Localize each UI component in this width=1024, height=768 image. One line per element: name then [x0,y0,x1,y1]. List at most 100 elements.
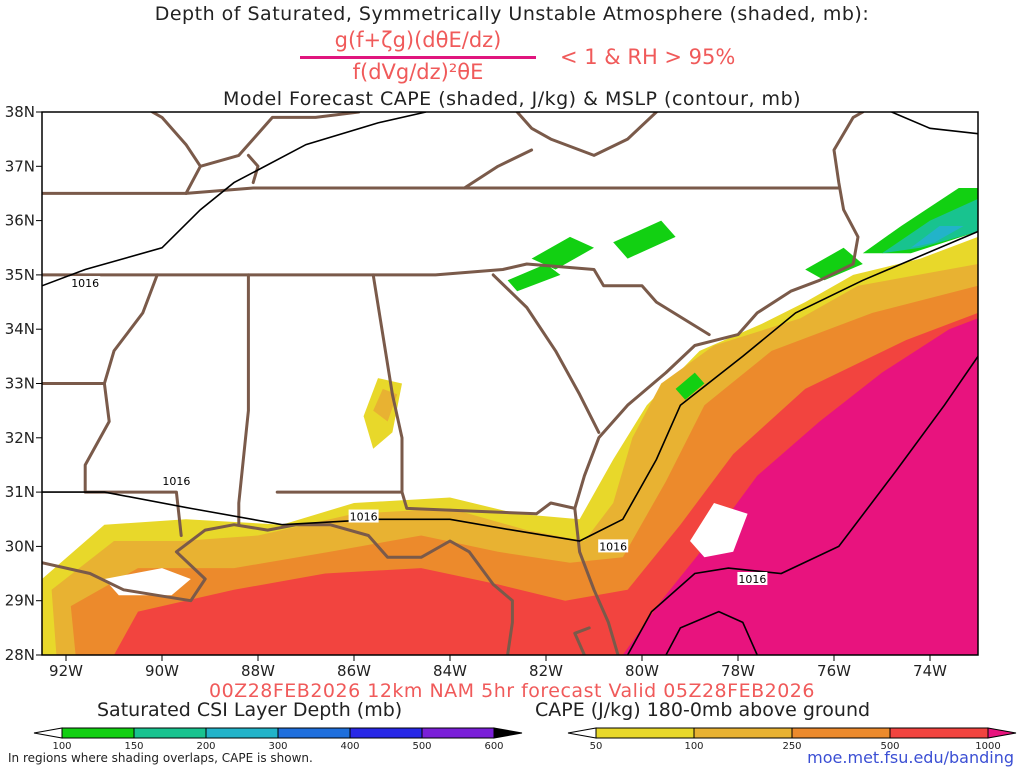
y-tick-label: 33N [5,375,35,393]
x-tick-label: 82W [529,662,563,680]
csi-colorbar-title: Saturated CSI Layer Depth (mb) [97,699,403,721]
csi-colorbar-swatch [205,727,279,739]
map-field-layer: 1016 1016 1016 1016 1016 [42,112,978,655]
title-line1: Depth of Saturated, Symmetrically Unstab… [154,3,870,25]
border-ga-sc [491,273,601,434]
mslp-label-bg [348,509,379,523]
x-tick-label: 78W [721,662,755,680]
csi-colorbar-label: 600 [484,741,503,752]
footnote: In regions where shading overlaps, CAPE … [8,751,313,765]
cape-colorbar-swatch [595,727,695,739]
border-ky-tn-va [462,148,534,190]
mslp-label: 1016 [71,277,99,290]
cape-colorbar-label: 100 [684,741,703,752]
csi-colorbar-label: 100 [52,741,71,752]
csi-patch-sc [675,372,705,400]
csi-patch-offshore-200 [882,198,978,254]
csi-patch-nc-east [805,247,863,281]
mslp-label: 1016 [350,511,378,524]
csi-colorbar-arrow-right [493,727,523,739]
csi-colorbar-swatch [61,727,135,739]
x-tick-label: 92W [49,662,83,680]
border-fl-north [275,490,577,516]
y-tick-label: 32N [5,429,35,447]
x-tick-label: 88W [241,662,275,680]
cape-colorbar-label: 50 [590,741,603,752]
mslp-label-bg [70,276,101,290]
border-tn-ky [42,186,841,195]
mslp-contour-loop [665,610,758,655]
river-mississippi [150,112,202,195]
lake-kentucky [246,153,260,185]
cape-colorbar-swatch [693,727,793,739]
cape-colorbar-label: 1000 [975,741,1000,752]
y-tick-label: 37N [5,157,35,175]
csi-patch-nc-1 [531,236,594,270]
mslp-label-bg [737,571,768,585]
border-ms-al [237,273,250,527]
x-tick-label: 74W [913,662,947,680]
coastline-atlantic [573,112,865,655]
mslp-label-bg [598,539,629,553]
cape-hole-louisiana [104,568,191,596]
y-tick-label: 36N [5,212,35,230]
cape-colorbar-swatch [889,727,989,739]
credit-link[interactable]: moe.met.fsu.edu/banding [807,748,1014,767]
formula-fraction-bar [300,56,536,59]
cape-colorbar-arrow-right [987,727,1017,739]
border-ky-wv [515,112,658,157]
title-line2: Model Forecast CAPE (shaded, J/kg) & MSL… [222,88,802,110]
csi-colorbar-label: 200 [196,741,215,752]
border-ar-ms-river [102,273,159,385]
csi-colorbar-swatch [349,727,423,739]
x-tick-label: 90W [145,662,179,680]
csi-patch-offshore-300 [910,226,964,248]
y-tick-label: 31N [5,483,35,501]
csi-patch-nc-2 [613,220,676,259]
mslp-contour-ne [891,112,978,135]
csi-colorbar-label: 500 [412,741,431,752]
border-tn-south [42,262,711,337]
mslp-label: 1016 [162,475,190,488]
cape-colorbar-arrow-left [567,727,597,739]
run-info: 00Z28FEB2026 12km NAM 5hr forecast Valid… [209,680,815,702]
cape-colorbar-swatch [791,727,891,739]
csi-colorbar-swatch [277,727,351,739]
cape-patch-alabama-inner [373,388,398,422]
y-tick-label: 30N [5,537,35,555]
mslp-contour-offshore [626,355,978,655]
mslp-label: 1016 [599,540,627,553]
border-al-ga [371,273,404,494]
formula-numerator: g(f+ζg)(dθE/dz) [334,28,502,52]
mslp-contour-north [42,112,427,287]
cape-colorbar-label: 500 [880,741,899,752]
csi-patch-nc-3 [507,264,561,292]
csi-colorbar-arrow-left [33,727,63,739]
x-tick-label: 86W [337,662,371,680]
y-tick-label: 38N [5,103,35,121]
coastline-gulf [42,523,514,655]
y-tick-label: 35N [5,266,35,284]
csi-colorbar-swatch [421,727,495,739]
border-ms-la [83,382,183,537]
csi-colorbar-swatch [133,727,207,739]
lake-okeechobee [573,626,591,655]
csi-colorbar-label: 300 [268,741,287,752]
x-tick-label: 76W [817,662,851,680]
cape-hole [690,503,748,558]
x-tick-label: 80W [625,662,659,680]
cape-colorbar-title: CAPE (J/kg) 180-0mb above ground [535,699,871,721]
y-tick-label: 34N [5,320,35,338]
mslp-contour-south [42,230,978,542]
mslp-label-bg [161,474,192,488]
formula-denominator: f(dVg/dz)²θE [352,60,484,84]
x-tick-label: 84W [433,662,467,680]
y-tick-label: 29N [5,592,35,610]
mslp-label: 1016 [738,573,766,586]
y-tick-label: 28N [5,646,35,664]
formula-condition: < 1 & RH > 95% [560,45,736,69]
csi-colorbar-label: 400 [340,741,359,752]
csi-colorbar-label: 150 [124,741,143,752]
river-ohio [198,112,361,168]
